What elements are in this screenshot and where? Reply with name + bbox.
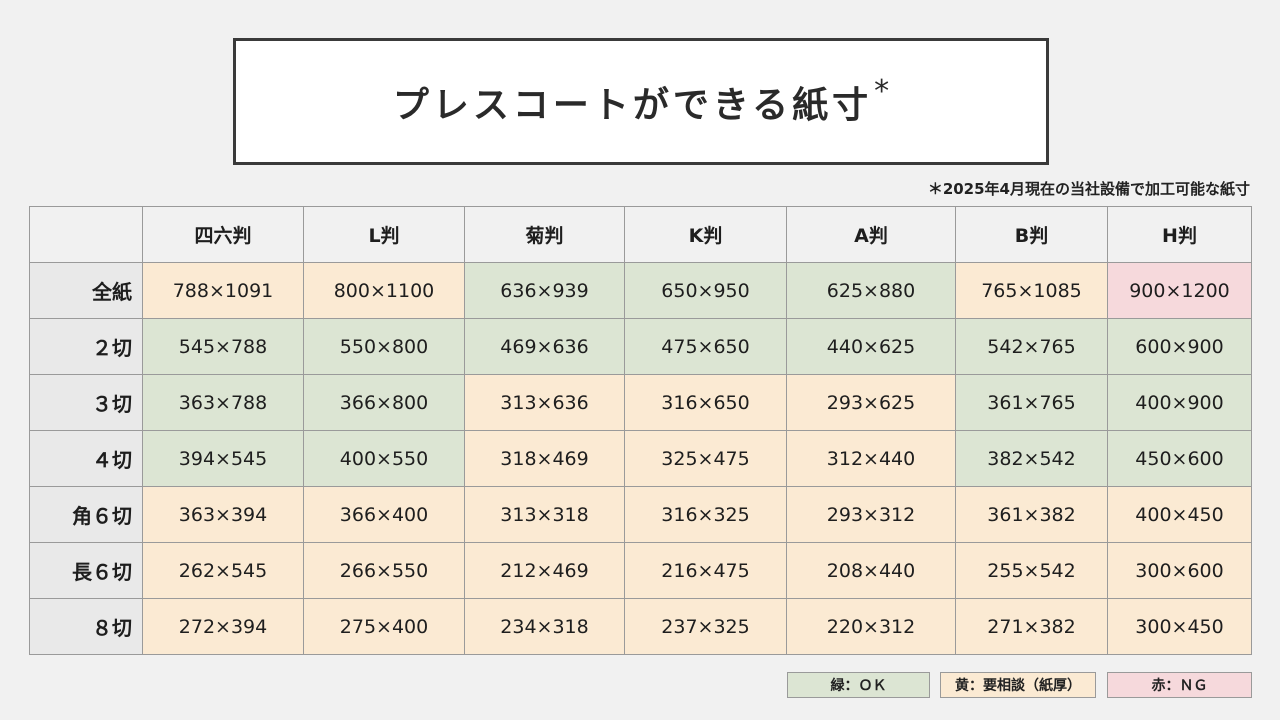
size-cell: 271×382 [955, 598, 1108, 655]
size-cell: 208×440 [786, 542, 956, 599]
size-cell: 542×765 [955, 318, 1108, 375]
paper-size-table: 四六判 L判 菊判 K判 A判 B判 H判 全紙 788×1091 800×1100… [29, 206, 1252, 655]
size-cell: 361×382 [955, 486, 1108, 543]
size-cell: 216×475 [624, 542, 787, 599]
size-cell: 255×542 [955, 542, 1108, 599]
size-cell: 363×394 [142, 486, 304, 543]
row-header: 全紙 [29, 262, 143, 319]
size-cell: 313×318 [464, 486, 625, 543]
size-cell: 300×600 [1107, 542, 1252, 599]
size-cell: 469×636 [464, 318, 625, 375]
size-cell: 450×600 [1107, 430, 1252, 487]
size-cell: 316×325 [624, 486, 787, 543]
size-cell: 900×1200 [1107, 262, 1252, 319]
size-cell: 212×469 [464, 542, 625, 599]
size-cell: 765×1085 [955, 262, 1108, 319]
size-cell: 234×318 [464, 598, 625, 655]
size-cell: 312×440 [786, 430, 956, 487]
size-cell: 361×765 [955, 374, 1108, 431]
column-header-l: L判 [303, 206, 465, 263]
size-cell: 237×325 [624, 598, 787, 655]
column-header-a: A判 [786, 206, 956, 263]
size-cell: 475×650 [624, 318, 787, 375]
row-header: 角６切 [29, 486, 143, 543]
table-row: ８切 272×394 275×400 234×318 237×325 220×312 271… [29, 598, 1252, 655]
size-cell: 550×800 [303, 318, 465, 375]
size-cell: 800×1100 [303, 262, 465, 319]
size-cell: 363×788 [142, 374, 304, 431]
table-row: ３切 363×788 366×800 313×636 316×650 293×625 361… [29, 374, 1252, 431]
size-cell: 636×939 [464, 262, 625, 319]
size-cell: 382×542 [955, 430, 1108, 487]
size-cell: 600×900 [1107, 318, 1252, 375]
legend-consult: 黄：要相談（紙厚） [940, 672, 1096, 698]
column-header-shiroku: 四六判 [142, 206, 304, 263]
size-cell: 272×394 [142, 598, 304, 655]
size-cell: 266×550 [303, 542, 465, 599]
table-row: 角６切 363×394 366×400 313×318 316×325 293×312 36… [29, 486, 1252, 543]
size-cell: 366×400 [303, 486, 465, 543]
row-header: ４切 [29, 430, 143, 487]
size-cell: 440×625 [786, 318, 956, 375]
size-cell: 650×950 [624, 262, 787, 319]
table-row: ４切 394×545 400×550 318×469 325×475 312×440 382… [29, 430, 1252, 487]
title-box: プレスコートができる紙寸 * [233, 38, 1049, 165]
size-cell: 318×469 [464, 430, 625, 487]
row-header: ８切 [29, 598, 143, 655]
row-header: ３切 [29, 374, 143, 431]
size-cell: 220×312 [786, 598, 956, 655]
size-cell: 625×880 [786, 262, 956, 319]
size-cell: 325×475 [624, 430, 787, 487]
column-header-k: K判 [624, 206, 787, 263]
column-header-kiku: 菊判 [464, 206, 625, 263]
size-cell: 400×450 [1107, 486, 1252, 543]
size-cell: 400×900 [1107, 374, 1252, 431]
size-cell: 262×545 [142, 542, 304, 599]
legend-ng: 赤：ＮＧ [1107, 672, 1252, 698]
table-row: ２切 545×788 550×800 469×636 475×650 440×625 542… [29, 318, 1252, 375]
size-cell: 293×312 [786, 486, 956, 543]
legend-ok: 緑：ＯＫ [787, 672, 930, 698]
column-header-b: B判 [955, 206, 1108, 263]
header-row: 四六判 L判 菊判 K判 A判 B判 H判 [29, 206, 1252, 263]
size-cell: 400×550 [303, 430, 465, 487]
table-row: 全紙 788×1091 800×1100 636×939 650×950 625×880 7… [29, 262, 1252, 319]
size-cell: 394×545 [142, 430, 304, 487]
size-cell: 275×400 [303, 598, 465, 655]
corner-cell [29, 206, 143, 263]
footnote: ＊2025年4月現在の当社設備で加工可能な紙寸 [927, 180, 1250, 198]
size-cell: 366×800 [303, 374, 465, 431]
size-cell: 300×450 [1107, 598, 1252, 655]
size-cell: 293×625 [786, 374, 956, 431]
row-header: 長６切 [29, 542, 143, 599]
column-header-h: H判 [1107, 206, 1252, 263]
row-header: ２切 [29, 318, 143, 375]
size-cell: 316×650 [624, 374, 787, 431]
size-cell: 313×636 [464, 374, 625, 431]
size-cell: 788×1091 [142, 262, 304, 319]
title-asterisk: * [874, 74, 890, 109]
page-title: プレスコートができる紙寸 [392, 84, 873, 126]
size-cell: 545×788 [142, 318, 304, 375]
table-row: 長６切 262×545 266×550 212×469 216×475 208×440 25… [29, 542, 1252, 599]
